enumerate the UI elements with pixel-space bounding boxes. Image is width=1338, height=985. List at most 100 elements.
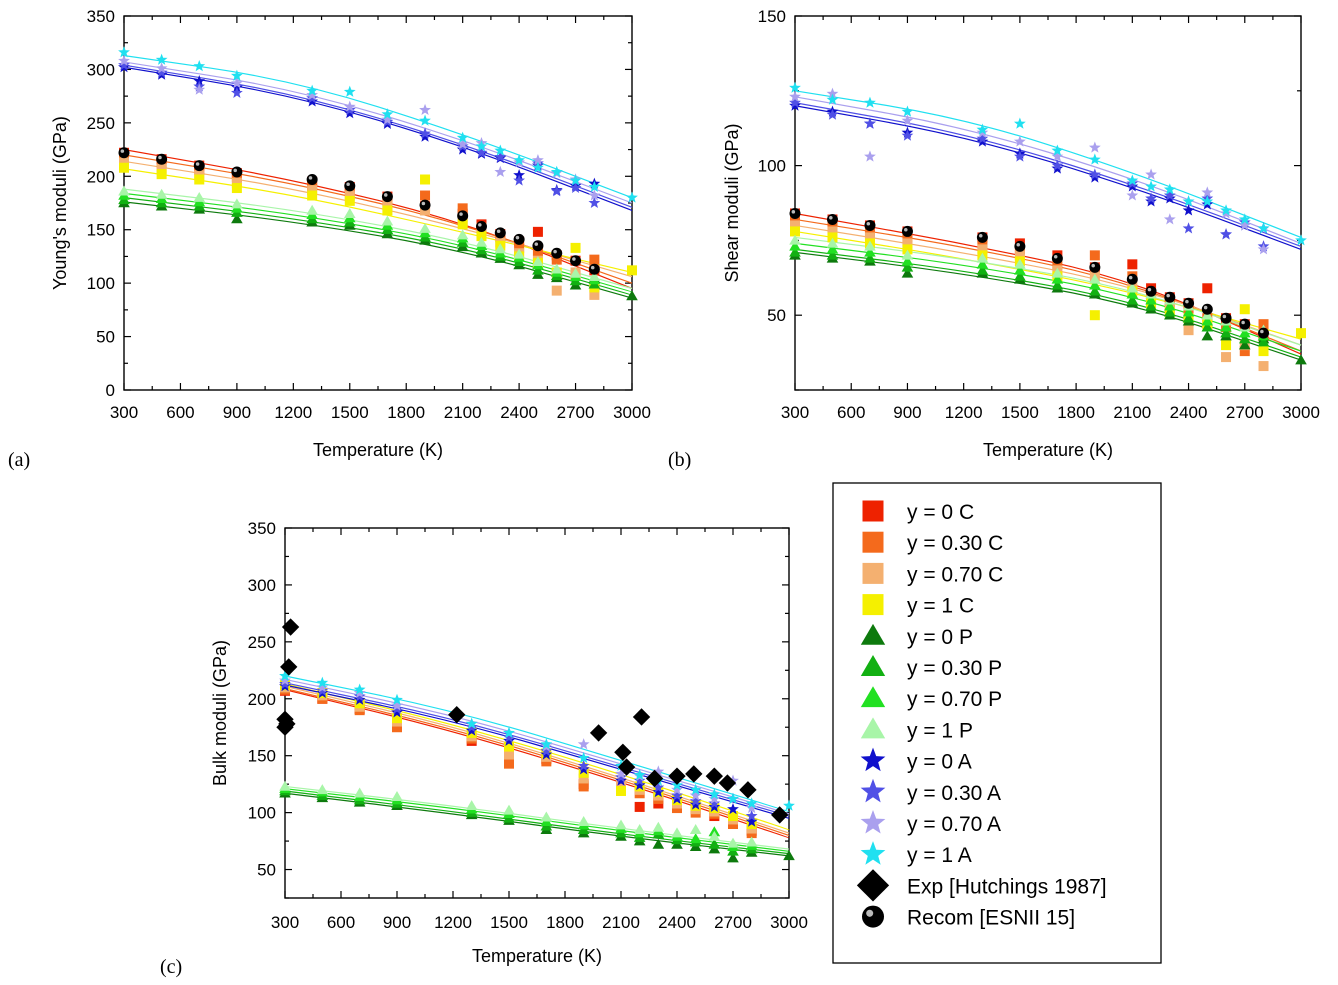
point-y-0-30-a-c xyxy=(316,684,329,696)
point-recom-esnii-15-a-highlight xyxy=(346,182,350,187)
point-y-0-70-a-a xyxy=(155,62,168,74)
point-y-0-30-a-c xyxy=(391,702,403,715)
point-y-1-c-a xyxy=(307,190,318,201)
point-exp-hutchings-1987-c xyxy=(718,774,737,792)
point-y-1-p-b xyxy=(1051,267,1064,278)
y-axis-label-b: Shear moduli (GPa) xyxy=(722,123,742,282)
point-y-0-70-c-a xyxy=(382,200,393,211)
point-recom-esnii-15-a xyxy=(231,166,243,178)
point-y-0-70-a-b xyxy=(1163,213,1176,225)
y-tick-label-b: 100 xyxy=(758,157,786,176)
point-y-0-p-a xyxy=(626,290,638,301)
point-y-0-70-p-b xyxy=(1145,294,1157,305)
point-exp-hutchings-1987-c xyxy=(705,767,724,785)
point-y-0-p-b xyxy=(1238,339,1251,350)
y-tick-label-a: 150 xyxy=(87,221,115,240)
point-y-0-30-a-c xyxy=(671,789,683,801)
point-recom-esnii-15-a-highlight xyxy=(158,155,162,160)
point-y-0-70-c-a xyxy=(307,185,318,196)
point-y-1-a-b xyxy=(826,93,839,105)
x-tick-label-c: 1200 xyxy=(434,913,472,932)
point-y-0-30-p-b xyxy=(976,264,989,275)
point-y-1-c-a xyxy=(420,174,431,185)
point-y-0-30-a-b xyxy=(1220,228,1232,240)
point-y-0-70-a-a xyxy=(306,88,319,101)
point-recom-esnii-15-a-highlight xyxy=(515,235,520,240)
point-y-1-c-a xyxy=(570,242,581,253)
point-y-0-70-a-c xyxy=(652,765,665,777)
point-y-1-c-a xyxy=(344,195,355,206)
point-y-1-a-c xyxy=(708,788,721,800)
point-y-0-70-c-a xyxy=(344,190,355,201)
point-y-0-a-c xyxy=(577,763,590,775)
point-y-0-30-a-a xyxy=(343,103,356,116)
point-recom-esnii-15-b xyxy=(1164,291,1176,303)
x-axis-label-a: Temperature (K) xyxy=(313,440,443,460)
point-y-0-30-p-b xyxy=(1126,294,1139,305)
point-y-1-c-b xyxy=(1258,346,1269,357)
point-recom-esnii-15-b xyxy=(976,231,988,243)
point-recom-esnii-15-a xyxy=(118,147,130,159)
y-tick-label-a: 350 xyxy=(87,7,115,26)
point-y-0-30-a-c xyxy=(689,795,702,807)
point-y-0-70-a-b xyxy=(789,90,801,102)
point-y-0-30-a-b xyxy=(1145,192,1157,204)
point-recom-esnii-15-a xyxy=(381,191,393,203)
point-y-0-70-a-c xyxy=(577,738,590,750)
point-y-0-p-b xyxy=(901,267,914,278)
x-tick-label-c: 2700 xyxy=(714,913,752,932)
panel-label-c: (c) xyxy=(160,956,182,978)
point-y-0-a-a xyxy=(306,95,319,107)
point-y-0-30-c-c xyxy=(504,758,514,769)
point-y-0-30-a-c xyxy=(745,809,758,822)
point-y-1-c-c xyxy=(728,811,738,822)
point-y-1-c-b xyxy=(1089,310,1100,321)
point-y-1-c-a xyxy=(627,265,637,276)
point-y-1-a-c xyxy=(745,797,758,809)
point-y-0-70-p-b xyxy=(826,243,839,254)
point-y-0-30-a-c xyxy=(577,759,590,771)
point-y-0-70-p-c xyxy=(689,833,702,844)
point-y-1-a-b xyxy=(1257,222,1270,234)
point-recom-esnii-15-a xyxy=(570,255,582,267)
point-y-1-c-a xyxy=(382,205,393,216)
point-y-0-a-c xyxy=(652,785,665,798)
point-y-1-p-c xyxy=(652,821,665,832)
x-tick-label-b: 2400 xyxy=(1170,403,1208,422)
point-y-1-p-c xyxy=(745,836,758,847)
chart-panel-b: 300 600 900 1200 1500 1800 2100 2400 2700 3000 50 1… xyxy=(722,7,1320,460)
x-tick-label-a: 1200 xyxy=(274,403,312,422)
point-exp-hutchings-1987-c xyxy=(614,743,632,761)
x-tick-label-c: 2400 xyxy=(658,913,696,932)
point-y-0-70-a-a xyxy=(343,100,356,112)
point-recom-esnii-15-a-highlight xyxy=(534,242,539,246)
point-recom-esnii-15-b-highlight xyxy=(904,228,908,232)
point-y-0-70-c-b xyxy=(790,220,800,231)
point-y-0-30-a-b xyxy=(1182,222,1195,234)
point-y-1-p-a xyxy=(494,243,507,254)
point-y-0-a-c xyxy=(727,803,739,815)
point-y-1-a-c xyxy=(279,669,291,682)
point-y-0-70-c-b xyxy=(902,238,913,249)
y-tick-label-c: 350 xyxy=(248,519,276,538)
point-y-0-70-a-a xyxy=(588,189,601,201)
point-y-0-30-p-b xyxy=(1089,285,1101,296)
point-y-0-70-a-b xyxy=(826,87,839,99)
point-y-0-30-c-c xyxy=(392,722,402,733)
point-y-0-30-a-a xyxy=(475,146,488,158)
point-y-0-70-c-c xyxy=(504,749,514,760)
point-exp-hutchings-1987-c xyxy=(278,715,296,733)
point-exp-hutchings-1987-c xyxy=(685,765,703,783)
point-recom-esnii-15-b-highlight xyxy=(1260,329,1264,334)
point-y-1-a-a xyxy=(550,165,563,178)
point-y-0-30-p-b xyxy=(1051,279,1064,290)
x-tick-label-a: 1800 xyxy=(387,403,425,422)
point-recom-esnii-15-b xyxy=(1258,327,1270,339)
point-y-0-30-c-b xyxy=(902,232,913,243)
point-y-1-a-b xyxy=(1088,153,1101,165)
point-y-1-p-c xyxy=(708,830,721,841)
point-y-0-70-a-b xyxy=(1088,141,1101,153)
point-y-1-p-a xyxy=(588,271,601,282)
point-recom-esnii-15-b-highlight xyxy=(1222,314,1227,319)
x-tick-label-a: 2400 xyxy=(500,403,538,422)
